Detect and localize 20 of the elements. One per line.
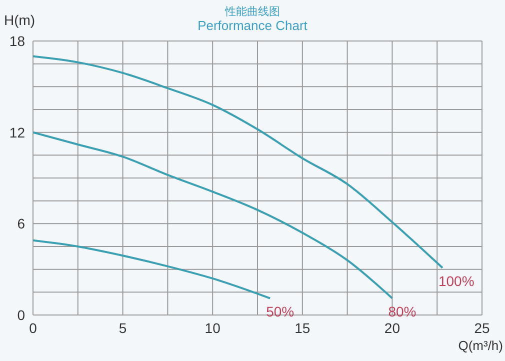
x-tick-label: 5 bbox=[118, 320, 127, 336]
y-tick-label: 18 bbox=[9, 32, 26, 49]
x-tick-label: 20 bbox=[384, 320, 400, 336]
y-axis-title: H(m) bbox=[4, 12, 36, 28]
x-tick-label: 0 bbox=[29, 320, 38, 336]
x-tick-label: 25 bbox=[474, 320, 490, 336]
y-tick-label: 6 bbox=[17, 216, 26, 232]
x-tick-label: 15 bbox=[294, 320, 310, 336]
series-label: 80% bbox=[388, 303, 416, 320]
x-axis-title: Q(m³/h) bbox=[458, 338, 503, 353]
y-tick-label: 12 bbox=[9, 124, 26, 140]
series-label: 100% bbox=[438, 272, 474, 289]
line-series bbox=[33, 55, 444, 269]
line-series bbox=[33, 239, 272, 300]
line-series bbox=[33, 131, 394, 300]
x-tick-label: 10 bbox=[204, 320, 221, 336]
chart-subtitle: Performance Chart bbox=[198, 18, 308, 33]
y-tick-label: 0 bbox=[17, 306, 26, 323]
series-label: 50% bbox=[266, 303, 294, 320]
chart-title: 性能曲线图 bbox=[225, 6, 280, 18]
